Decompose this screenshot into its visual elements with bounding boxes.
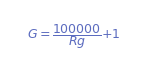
Text: $G{=}\dfrac{100000}{Rg}{+}1$: $G{=}\dfrac{100000}{Rg}{+}1$ <box>27 23 121 51</box>
